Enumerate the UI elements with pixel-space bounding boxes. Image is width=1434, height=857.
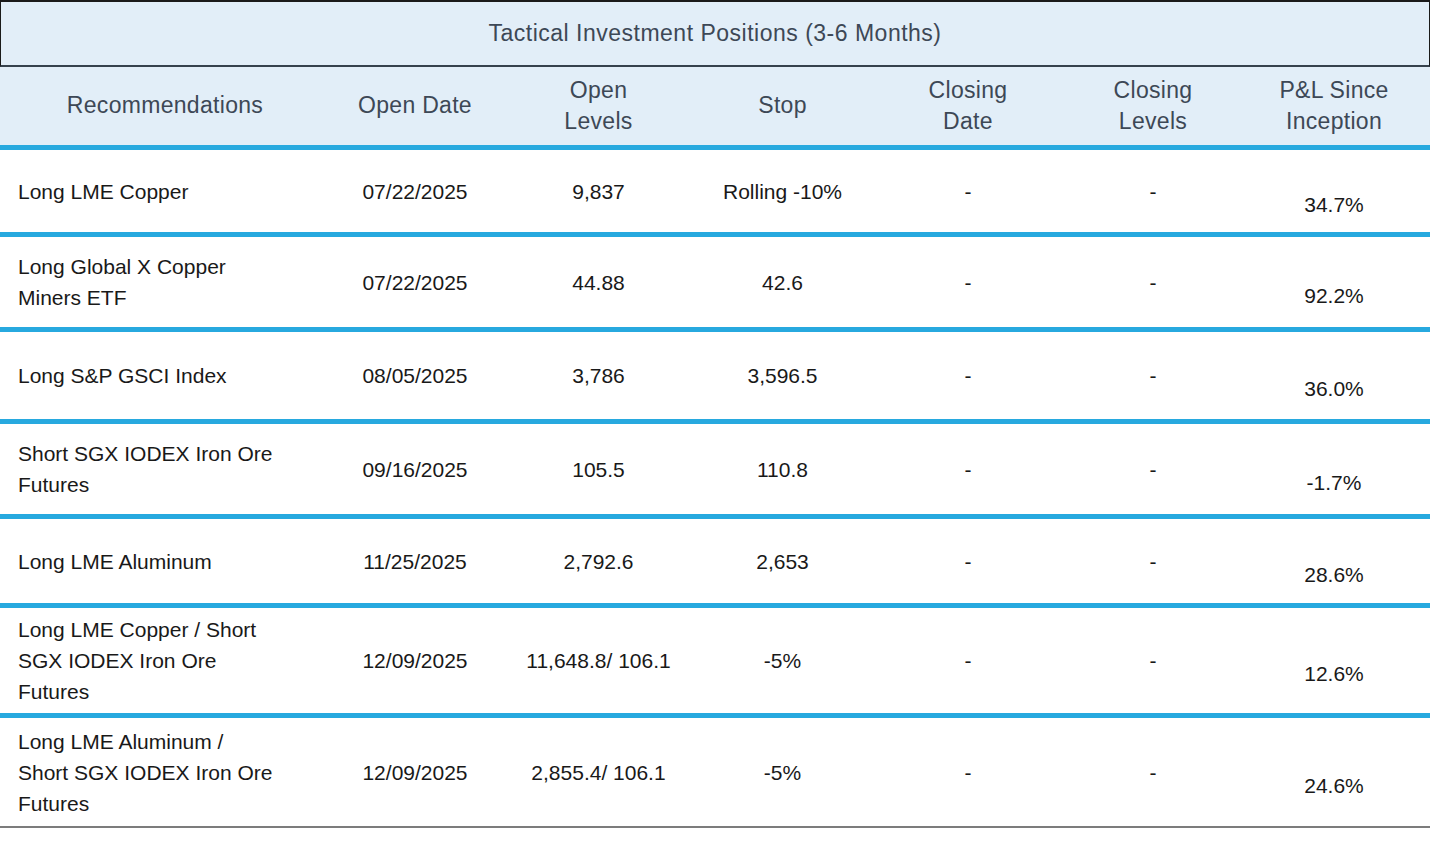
cell-open-date: 09/16/2025 (330, 424, 500, 514)
table-row: Long LME Aluminum 11/25/2025 2,792.6 2,6… (0, 519, 1430, 608)
table-row: Long LME Copper / Short SGX IODEX Iron O… (0, 608, 1430, 718)
cell-closing-levels: - (1068, 718, 1238, 826)
cell-pnl: 28.6% (1238, 519, 1430, 603)
cell-closing-levels: - (1068, 150, 1238, 232)
cell-closing-date: - (868, 332, 1068, 419)
cell-open-levels: 3,786 (500, 332, 697, 419)
column-header-open-levels: Open Levels (500, 67, 697, 145)
cell-closing-date: - (868, 237, 1068, 327)
cell-stop: -5% (697, 718, 868, 826)
cell-closing-date: - (868, 608, 1068, 713)
table-row: Long Global X Copper Miners ETF 07/22/20… (0, 237, 1430, 332)
cell-open-date: 07/22/2025 (330, 150, 500, 232)
cell-closing-date: - (868, 718, 1068, 826)
cell-open-date: 08/05/2025 (330, 332, 500, 419)
cell-closing-levels: - (1068, 608, 1238, 713)
cell-closing-date: - (868, 424, 1068, 514)
column-header-open-date: Open Date (330, 67, 500, 145)
cell-stop: -5% (697, 608, 868, 713)
column-header-pnl-since-inception: P&L Since Inception (1238, 67, 1430, 145)
column-header-stop: Stop (697, 67, 868, 145)
cell-closing-date: - (868, 519, 1068, 603)
cell-pnl: 24.6% (1238, 718, 1430, 826)
cell-pnl: 34.7% (1238, 150, 1430, 232)
cell-recommendation: Long LME Aluminum / Short SGX IODEX Iron… (0, 718, 330, 826)
cell-recommendation: Long LME Aluminum (0, 519, 330, 603)
table-row: Long LME Aluminum / Short SGX IODEX Iron… (0, 718, 1430, 828)
cell-open-date: 12/09/2025 (330, 718, 500, 826)
cell-recommendation: Long S&P GSCI Index (0, 332, 330, 419)
table-row: Long S&P GSCI Index 08/05/2025 3,786 3,5… (0, 332, 1430, 424)
cell-stop: 3,596.5 (697, 332, 868, 419)
cell-closing-levels: - (1068, 237, 1238, 327)
cell-stop: 2,653 (697, 519, 868, 603)
cell-stop: Rolling -10% (697, 150, 868, 232)
cell-pnl: 12.6% (1238, 608, 1430, 713)
cell-pnl: -1.7% (1238, 424, 1430, 514)
cell-closing-levels: - (1068, 519, 1238, 603)
cell-open-date: 07/22/2025 (330, 237, 500, 327)
column-header-closing-levels: Closing Levels (1068, 67, 1238, 145)
cell-stop: 42.6 (697, 237, 868, 327)
cell-open-levels: 105.5 (500, 424, 697, 514)
cell-closing-levels: - (1068, 332, 1238, 419)
column-header-recommendations: Recommendations (0, 67, 330, 145)
cell-closing-levels: - (1068, 424, 1238, 514)
cell-recommendation: Long LME Copper / Short SGX IODEX Iron O… (0, 608, 330, 713)
column-header-closing-date: Closing Date (868, 67, 1068, 145)
cell-open-levels: 9,837 (500, 150, 697, 232)
cell-recommendation: Long Global X Copper Miners ETF (0, 237, 330, 327)
cell-open-date: 12/09/2025 (330, 608, 500, 713)
table-row: Short SGX IODEX Iron Ore Futures 09/16/2… (0, 424, 1430, 519)
table-header-row: Recommendations Open Date Open Levels St… (0, 67, 1430, 150)
cell-pnl: 36.0% (1238, 332, 1430, 419)
tactical-positions-table: Tactical Investment Positions (3-6 Month… (0, 0, 1430, 828)
table-title-bar: Tactical Investment Positions (3-6 Month… (0, 0, 1430, 67)
cell-stop: 110.8 (697, 424, 868, 514)
cell-closing-date: - (868, 150, 1068, 232)
cell-open-date: 11/25/2025 (330, 519, 500, 603)
cell-pnl: 92.2% (1238, 237, 1430, 327)
cell-recommendation: Long LME Copper (0, 150, 330, 232)
table-title: Tactical Investment Positions (3-6 Month… (488, 20, 941, 47)
cell-open-levels: 2,855.4/ 106.1 (500, 718, 697, 826)
cell-open-levels: 2,792.6 (500, 519, 697, 603)
cell-open-levels: 11,648.8/ 106.1 (500, 608, 697, 713)
table-row: Long LME Copper 07/22/2025 9,837 Rolling… (0, 150, 1430, 237)
cell-open-levels: 44.88 (500, 237, 697, 327)
cell-recommendation: Short SGX IODEX Iron Ore Futures (0, 424, 330, 514)
